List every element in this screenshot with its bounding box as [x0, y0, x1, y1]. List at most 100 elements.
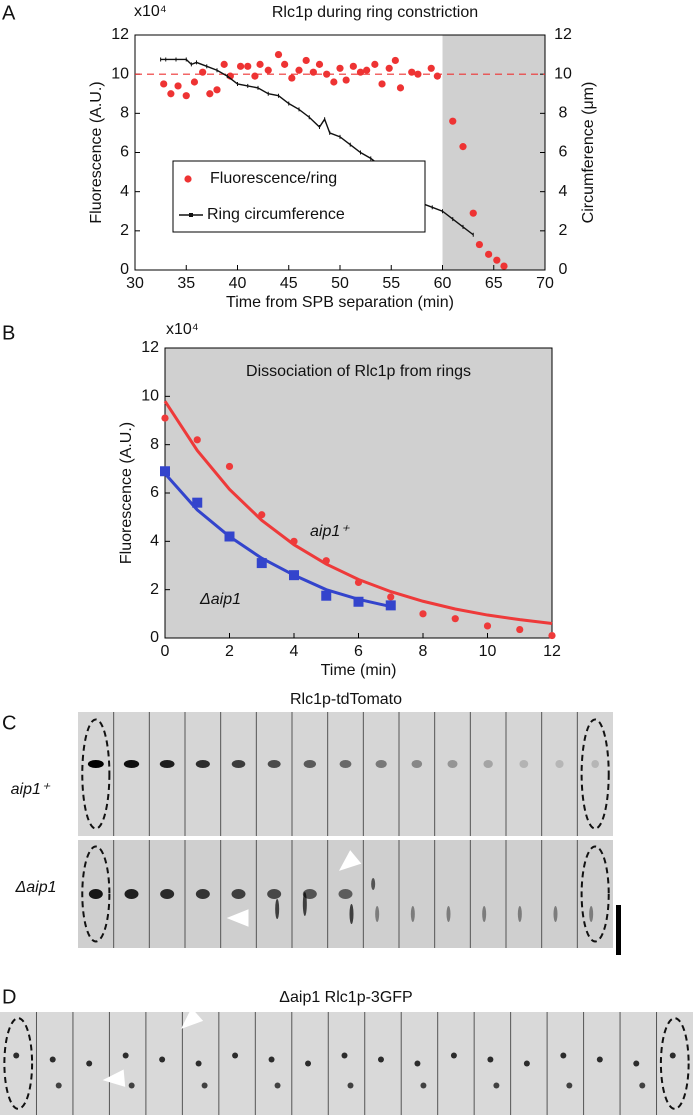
dot-marker [323, 70, 331, 78]
x-tick-label: 60 [434, 275, 452, 292]
dot-marker [475, 240, 483, 249]
dot-marker [485, 250, 493, 258]
dot-marker [315, 60, 324, 68]
image-strip [78, 712, 613, 836]
cell-outline [81, 718, 111, 830]
fluorescent-spot [375, 760, 387, 768]
fluorescent-spot [371, 878, 376, 890]
y-tick-label: 12 [111, 26, 129, 43]
dot-marker [236, 62, 245, 70]
fluorescent-spot [669, 1052, 676, 1059]
x-tick-label: 2 [225, 643, 234, 660]
x-tick-label: 6 [354, 643, 363, 660]
square-marker [224, 531, 235, 542]
row-label: aip1⁺ [11, 781, 51, 798]
y-multiplier: x10⁴ [134, 3, 167, 20]
fluorescent-spot [633, 1060, 640, 1067]
dot-marker [322, 557, 330, 565]
fluorescent-spot [13, 1052, 20, 1059]
dot-marker [354, 578, 363, 587]
dot-marker [451, 615, 459, 623]
panel-title: Δaip1 Rlc1p-3GFP [279, 989, 412, 1006]
fluorescent-spot [305, 1060, 312, 1067]
x-tick-label: 30 [126, 275, 144, 292]
fluorescent-spot [339, 760, 352, 768]
fluorescent-spot [88, 889, 103, 899]
y2-tick-label: 2 [559, 222, 568, 239]
y-tick-label: 2 [150, 581, 159, 598]
fluorescent-spot [341, 1052, 348, 1059]
panel-label: D [2, 986, 16, 1008]
arrowhead [180, 1007, 204, 1029]
dot-marker [174, 82, 182, 90]
panel-label: C [2, 712, 16, 734]
dot-marker [302, 56, 310, 65]
dot-marker [288, 74, 296, 82]
dot-marker [274, 50, 283, 59]
dot-marker [167, 90, 175, 98]
y-tick-label: 10 [141, 388, 159, 405]
series-label: Δaip1 [199, 591, 241, 608]
dot-marker [330, 78, 338, 86]
image-background [78, 712, 613, 836]
x-tick-label: 40 [229, 275, 247, 292]
dot-marker [378, 80, 386, 88]
cell-outline [580, 845, 610, 943]
cell-outline [3, 1017, 34, 1110]
dot-marker [548, 631, 556, 640]
dot-marker [161, 414, 169, 422]
y2-tick-label: 6 [559, 144, 568, 161]
fluorescent-spot [375, 906, 380, 922]
fluorescent-spot [377, 1056, 384, 1063]
square-marker [256, 558, 267, 569]
y-tick-label: 6 [120, 144, 129, 161]
fluorescent-spot [55, 1082, 62, 1089]
dot-marker [244, 62, 252, 70]
plot-frame [164, 347, 553, 639]
fluorescent-spot [411, 760, 423, 768]
dot-marker [469, 209, 477, 217]
fluorescent-spot [268, 1056, 275, 1063]
fit-curve [163, 472, 392, 609]
dot-marker [342, 76, 350, 84]
square-marker [353, 596, 364, 607]
dot-marker [251, 72, 259, 80]
fluorescent-spot [159, 1056, 166, 1063]
y-tick-label: 12 [141, 339, 159, 356]
dot-marker [225, 462, 234, 471]
fluorescent-spot [420, 1082, 427, 1089]
fluorescent-spot [555, 760, 564, 768]
x-tick-label: 12 [543, 643, 561, 660]
fluorescent-spot [414, 1060, 421, 1067]
fluorescent-spot [450, 1052, 457, 1059]
fluorescent-spot [274, 1082, 281, 1089]
square-marker [192, 497, 203, 508]
chart-title: Dissociation of Rlc1p from rings [246, 363, 471, 380]
dot-marker [516, 625, 524, 634]
dot-marker [290, 537, 298, 545]
x-tick-label: 70 [536, 275, 554, 292]
fluorescent-spot [195, 889, 210, 899]
fluorescent-spot [482, 906, 487, 922]
fluorescent-spot [267, 889, 282, 899]
dot-marker [190, 78, 199, 86]
y-tick-label: 0 [150, 629, 159, 646]
square-marker [321, 590, 332, 601]
fluorescent-spot [589, 906, 594, 922]
dot-marker [356, 68, 365, 76]
dot-marker [160, 80, 168, 88]
fluorescent-spot [232, 1052, 239, 1059]
y-tick-label: 0 [120, 261, 129, 278]
y-tick-label: 4 [120, 183, 129, 200]
legend-box [172, 160, 426, 233]
dot-marker [193, 436, 201, 444]
row-label: Δaip1 [15, 879, 57, 896]
dot-marker [493, 256, 501, 264]
dot-marker [258, 511, 266, 519]
fluorescent-spot [49, 1056, 56, 1063]
fluorescent-spot [483, 760, 493, 768]
y2-tick-label: 10 [554, 65, 572, 82]
fluorescent-spot [195, 760, 210, 768]
arrowhead [226, 909, 249, 927]
x-axis-label: Time from SPB separation (min) [226, 294, 454, 311]
